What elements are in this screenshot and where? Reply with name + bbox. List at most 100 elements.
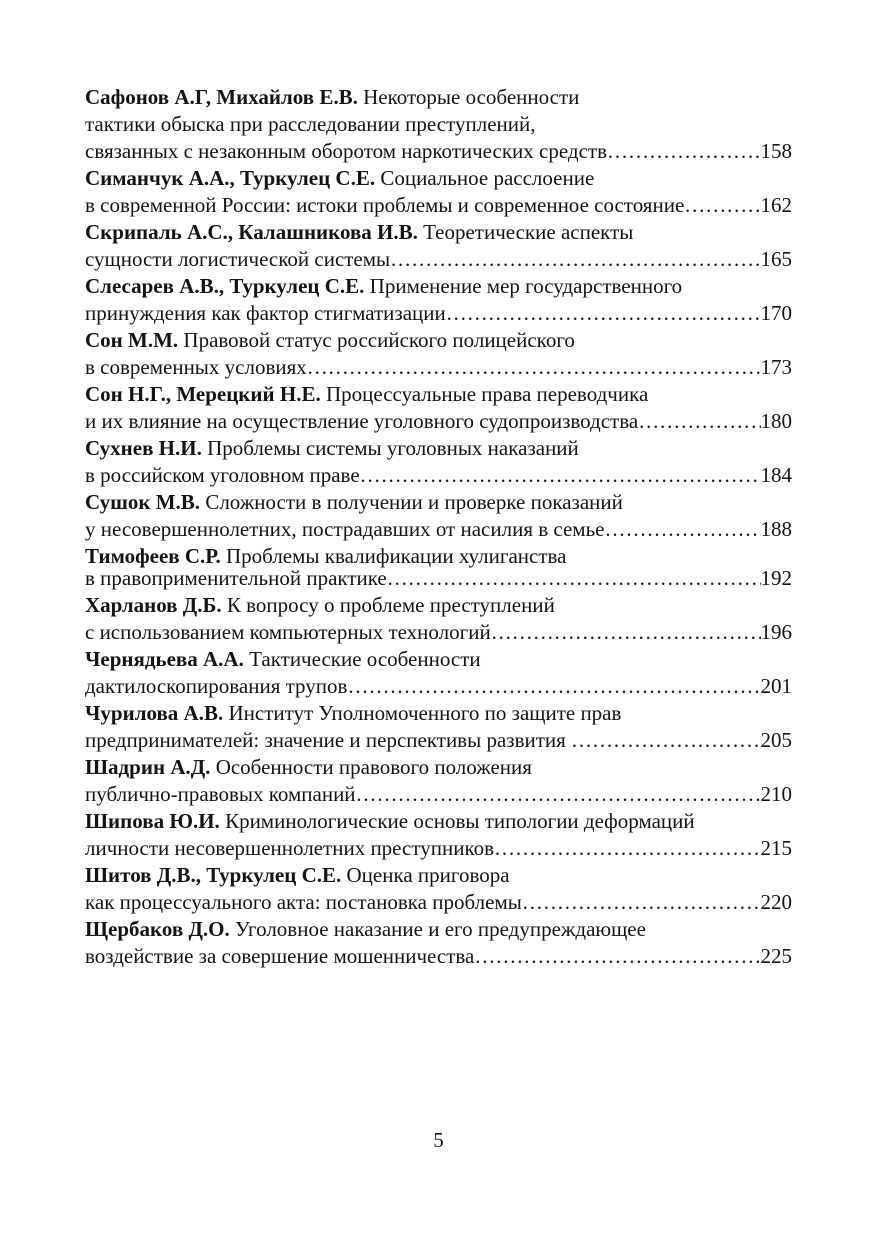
entry-last-line: как процессуального акта: постановка про… — [85, 889, 792, 916]
entry-title-start: Тактические особенности — [249, 647, 481, 671]
entry-title-start: Сложности в получении и проверке показан… — [205, 490, 623, 514]
entry-page-number: 215 — [760, 836, 793, 860]
toc-entry: Чурилова А.В. Институт Уполномоченного п… — [85, 700, 792, 754]
entry-first-line: Шипова Ю.И. Криминологические основы тип… — [85, 808, 792, 835]
entry-author: Сушок М.В. — [85, 490, 201, 514]
toc-entry: Сухнев Н.И. Проблемы системы уголовных н… — [85, 435, 792, 489]
entry-last-text: у несовершеннолетних, пострадавших от на… — [85, 517, 605, 541]
dot-leader: …………………………………………………………………………………………………………… — [638, 409, 760, 433]
entry-last-text: в правоприменительной практике — [85, 566, 387, 590]
toc-entry: Шадрин А.Д. Особенности правового положе… — [85, 754, 792, 808]
entry-author: Симанчук А.А., Туркулец С.Е. — [85, 166, 376, 190]
entry-last-line: принуждения как фактор стигматизации…………… — [85, 300, 792, 327]
entry-author: Шипова Ю.И. — [85, 809, 220, 833]
entry-page-number: 165 — [760, 247, 793, 271]
toc-entry: Шитов Д.В., Туркулец С.Е. Оценка пригово… — [85, 862, 792, 916]
entry-last-line: в правоприменительной практике…………………………… — [85, 565, 792, 592]
entry-first-line: Щербаков Д.О. Уголовное наказание и его … — [85, 916, 792, 943]
entry-first-line: Шадрин А.Д. Особенности правового положе… — [85, 754, 792, 781]
entry-title-start: Применение мер государственного — [369, 274, 683, 298]
entry-last-line: дактилоскопирования трупов……………………………………… — [85, 673, 792, 700]
entry-last-line: личности несовершеннолетних преступников… — [85, 835, 792, 862]
toc-entry: Сафонов А.Г, Михайлов Е.В. Некоторые осо… — [85, 84, 792, 165]
dot-leader: …………………………………………………………………………………………………………… — [347, 674, 760, 698]
entry-last-line: и их влияние на осуществление уголовного… — [85, 408, 792, 435]
entry-title-start: Криминологические основы типологии дефор… — [225, 809, 695, 833]
entry-page-number: 170 — [760, 301, 793, 325]
entry-author: Сафонов А.Г, Михайлов Е.В. — [85, 85, 358, 109]
entry-page-number: 196 — [760, 620, 793, 644]
entry-author: Щербаков Д.О. — [85, 917, 230, 941]
dot-leader: …………………………………………………………………………………………………………… — [355, 782, 761, 806]
dot-leader: …………………………………………………………………………………………………………… — [607, 139, 761, 163]
dot-leader: …………………………………………………………………………………………………………… — [684, 193, 760, 217]
entry-title-start: К вопросу о проблеме преступлений — [226, 593, 555, 617]
entry-title-start: Институт Уполномоченного по защите прав — [228, 701, 622, 725]
entry-middle-line: тактики обыска при расследовании преступ… — [85, 112, 536, 136]
dot-leader: …………………………………………………………………………………………………………… — [390, 247, 760, 271]
dot-leader: …………………………………………………………………………………………………………… — [474, 944, 761, 968]
entry-author: Сухнев Н.И. — [85, 436, 202, 460]
entry-last-line: публично-правовых компаний……………………………………… — [85, 781, 792, 808]
toc-entry: Скрипаль А.С., Калашникова И.В. Теоретич… — [85, 219, 792, 273]
entry-author: Харланов Д.Б. — [85, 593, 222, 617]
entry-last-text: публично-правовых компаний — [85, 782, 356, 806]
entry-last-line: сущности логистической системы…………………………… — [85, 246, 792, 273]
entry-title-start: Проблемы квалификации хулиганства — [226, 544, 567, 568]
entry-page-number: 220 — [760, 890, 793, 914]
entry-author: Сон Н.Г., Мерецкий Н.Е. — [85, 382, 321, 406]
entry-title-start: Уголовное наказание и его предупреждающе… — [234, 917, 646, 941]
toc-entry: Харланов Д.Б. К вопросу о проблеме прест… — [85, 592, 792, 646]
entry-author: Скрипаль А.С., Калашникова И.В. — [85, 220, 418, 244]
entry-author: Шитов Д.В., Туркулец С.Е. — [85, 863, 342, 887]
entry-first-line: Чернядьева А.А. Тактические особенности — [85, 646, 792, 673]
entry-last-line: в современной России: истоки проблемы и … — [85, 192, 792, 219]
entry-last-text: связанных с незаконным оборотом наркотич… — [85, 139, 607, 163]
entry-first-line: Сухнев Н.И. Проблемы системы уголовных н… — [85, 435, 792, 462]
entry-title-start: Оценка приговора — [346, 863, 510, 887]
entry-last-text: дактилоскопирования трупов — [85, 674, 348, 698]
entry-last-line: предпринимателей: значение и перспективы… — [85, 727, 792, 754]
toc-entry: Симанчук А.А., Туркулец С.Е. Социальное … — [85, 165, 792, 219]
entry-page-number: 188 — [760, 517, 793, 541]
entry-page-number: 205 — [760, 728, 793, 752]
entry-title-start: Социальное расслоение — [380, 166, 595, 190]
dot-leader: …………………………………………………………………………………………………………… — [604, 517, 760, 541]
dot-leader: …………………………………………………………………………………………………………… — [521, 890, 761, 914]
entry-first-line: Чурилова А.В. Институт Уполномоченного п… — [85, 700, 792, 727]
dot-leader: …………………………………………………………………………………………………………… — [571, 728, 761, 752]
dot-leader: …………………………………………………………………………………………………………… — [490, 620, 761, 644]
entry-last-line: связанных с незаконным оборотом наркотич… — [85, 138, 792, 165]
entry-author: Слесарев А.В., Туркулец С.Е. — [85, 274, 365, 298]
entry-last-text: в российском уголовном праве — [85, 463, 360, 487]
entry-page-number: 225 — [760, 944, 793, 968]
entry-page-number: 180 — [760, 409, 793, 433]
entry-last-text: в современной России: истоки проблемы и … — [85, 193, 685, 217]
entry-title-start: Теоретические аспекты — [423, 220, 634, 244]
entry-author: Шадрин А.Д. — [85, 755, 211, 779]
toc-entries: Сафонов А.Г, Михайлов Е.В. Некоторые осо… — [85, 84, 792, 970]
entry-first-line: Сон М.М. Правовой статус российского пол… — [85, 327, 792, 354]
entry-first-line: Сушок М.В. Сложности в получении и прове… — [85, 489, 792, 516]
toc-entry: Тимофеев С.Р. Проблемы квалификации хули… — [85, 543, 792, 592]
toc-entry: Чернядьева А.А. Тактические особенности … — [85, 646, 792, 700]
entry-page-number: 192 — [760, 566, 793, 590]
entry-title-start: Правовой статус российского полицейского — [183, 328, 575, 352]
entry-author: Тимофеев С.Р. — [85, 544, 221, 568]
toc-entry: Слесарев А.В., Туркулец С.Е. Применение … — [85, 273, 792, 327]
entry-last-text: личности несовершеннолетних преступников — [85, 836, 495, 860]
entry-page-number: 158 — [760, 139, 793, 163]
dot-leader: …………………………………………………………………………………………………………… — [359, 463, 761, 487]
dot-leader: …………………………………………………………………………………………………………… — [386, 566, 761, 590]
entry-title-start: Проблемы системы уголовных наказаний — [207, 436, 579, 460]
toc-entry: Сон Н.Г., Мерецкий Н.Е. Процессуальные п… — [85, 381, 792, 435]
entry-first-line: Шитов Д.В., Туркулец С.Е. Оценка пригово… — [85, 862, 792, 889]
entry-last-text: как процессуального акта: постановка про… — [85, 890, 522, 914]
entry-last-line: в современных условиях………………………………………………… — [85, 354, 792, 381]
entry-page-number: 162 — [760, 193, 793, 217]
entry-page-number: 201 — [760, 674, 793, 698]
entry-title-start: Процессуальные права переводчика — [325, 382, 649, 406]
entry-page-number: 173 — [760, 355, 793, 379]
entry-author: Сон М.М. — [85, 328, 179, 352]
dot-leader: …………………………………………………………………………………………………………… — [306, 355, 761, 379]
